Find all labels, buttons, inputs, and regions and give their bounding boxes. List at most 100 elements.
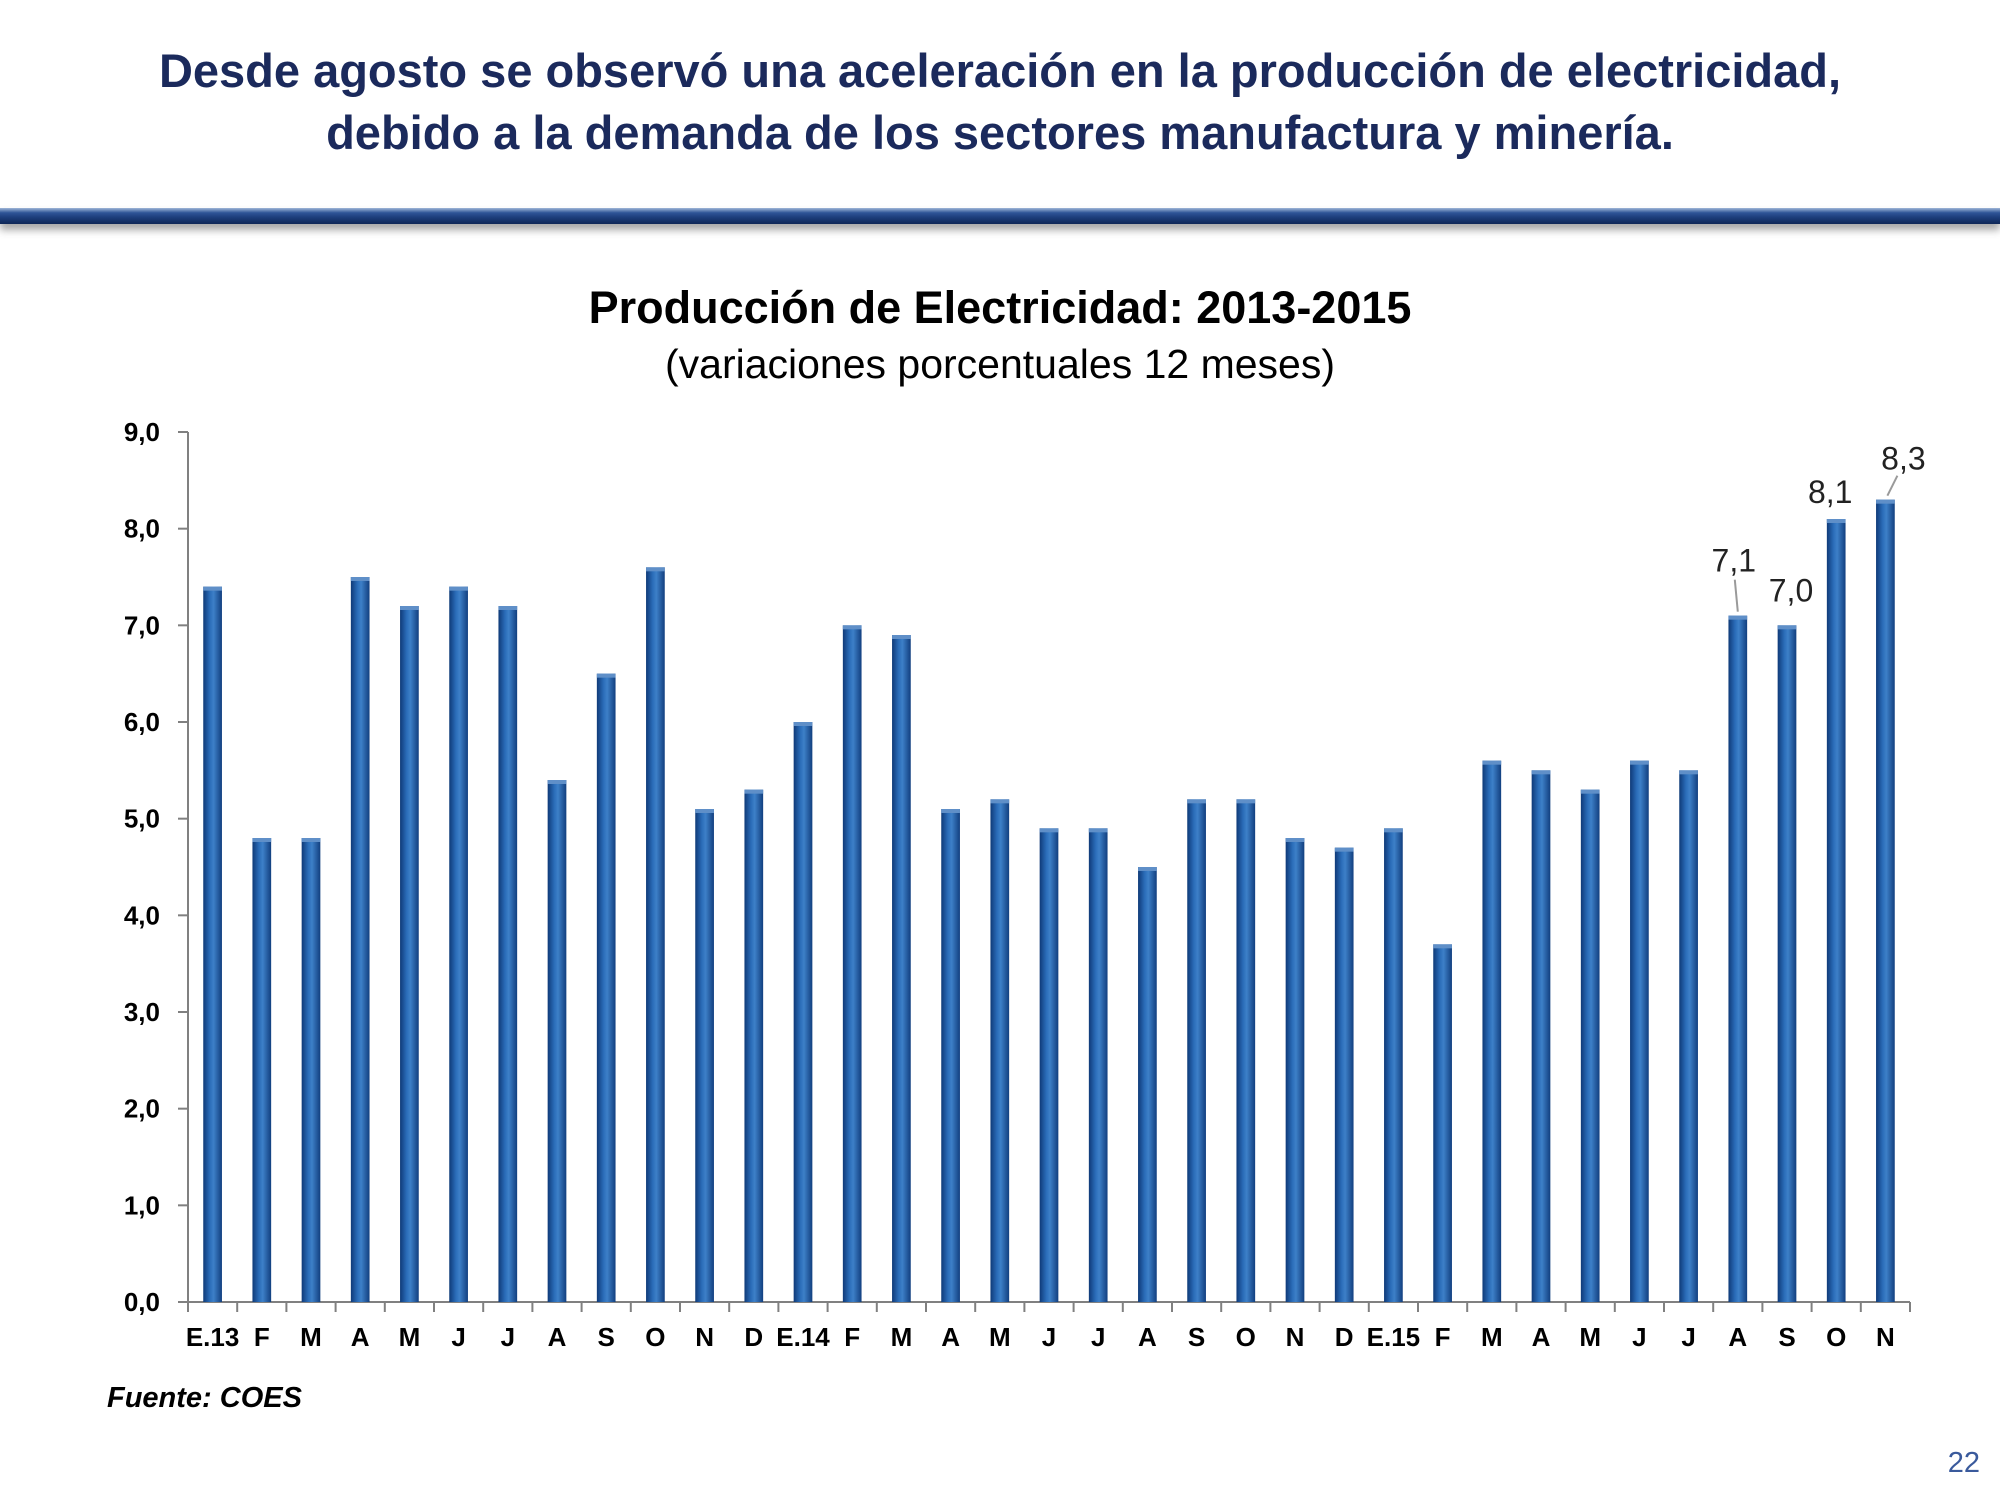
bar-cap [793,722,813,726]
headline-line-1: Desde agosto se observó una aceleración … [158,44,1842,97]
bar-cap [1187,799,1206,804]
y-tick-label: 6,0 [124,707,160,737]
x-tick-label: E.14 [776,1322,830,1352]
header-divider [0,208,2000,224]
data-label: 8,1 [1808,474,1852,510]
y-tick-label: 2,0 [124,1094,160,1124]
bar-cap [1334,847,1354,852]
bar [596,673,616,1302]
bar [252,838,272,1302]
bar [1039,828,1059,1302]
leader-line [1733,579,1739,612]
page-number: 22 [1947,1447,1980,1479]
y-tick-label: 0,0 [124,1287,160,1317]
x-tick-label: M [399,1322,421,1352]
x-tick-label: J [1042,1322,1056,1352]
bar-cap [547,780,567,784]
bar-cap [301,838,321,842]
y-tick-label: 8,0 [124,514,160,544]
bar-cap [1236,799,1256,804]
x-tick-label: D [1335,1322,1354,1352]
bar [400,606,419,1302]
y-tick-label: 7,0 [124,610,160,640]
y-tick-label: 1,0 [124,1190,160,1220]
bar-cap [941,809,960,813]
bar [1384,828,1403,1302]
y-tick-label: 4,0 [124,900,160,930]
chart-title: Producción de Electricidad: 2013-2015 [588,282,1412,333]
bar-cap [990,799,1010,804]
y-axis: 0,0 1,0 2,0 3,0 4,0 5,0 6,0 7,0 8,0 9,0 [124,417,189,1317]
data-label: 7,1 [1712,543,1756,579]
x-tick-label: S [598,1322,615,1352]
x-tick-label: E.13 [186,1322,240,1352]
source-note: Fuente: COES [107,1382,302,1414]
bar-cap [1679,770,1698,775]
x-tick-label: M [989,1322,1011,1352]
bar [1088,828,1108,1302]
x-tick-label: J [1632,1322,1646,1352]
bar [1876,499,1895,1303]
x-tick-label: A [1138,1322,1157,1352]
bar-cap [1138,867,1157,871]
bar [892,635,911,1302]
bar [203,586,222,1302]
x-tick-label: J [451,1322,465,1352]
bar [1728,615,1748,1302]
bar-cap [596,673,616,678]
bar [301,838,321,1302]
bar-cap [1876,499,1895,504]
bar-cap [400,606,419,610]
y-tick-label: 5,0 [124,804,160,834]
bar-cap [350,577,370,581]
x-tick-label: E.15 [1367,1322,1421,1352]
bar-cap [203,586,222,591]
bar-cap [1039,828,1059,833]
x-tick-label: A [351,1322,370,1352]
bar [498,606,518,1302]
bar-cap [695,809,714,813]
bar-cap [1531,770,1551,775]
bar [1580,789,1600,1302]
x-tick-label: O [645,1322,665,1352]
x-tick-label: D [744,1322,763,1352]
bar [1630,760,1649,1302]
x-tick-label: J [501,1322,515,1352]
x-tick-label: F [254,1322,270,1352]
y-tick-label: 3,0 [124,997,160,1027]
bar-cap [252,838,272,842]
slide-headline: Desde agosto se observó una aceleración … [60,40,1940,164]
data-labels: 7,1 7,0 8,1 8,3 [1712,441,1926,612]
bar [350,577,370,1302]
x-tick-label: A [941,1322,960,1352]
bar-cap [498,606,518,610]
bar-cap [1826,519,1846,523]
bar-cap [892,635,911,639]
bar-cap [646,567,665,572]
bar-cap [1384,828,1403,833]
bar-cap [744,789,764,794]
x-tick-label: F [1435,1322,1451,1352]
x-tick-label: M [300,1322,322,1352]
bar [744,789,764,1302]
bar [646,567,665,1302]
x-tick-label: N [1876,1322,1895,1352]
bar [1531,770,1551,1302]
bar [1334,847,1354,1302]
bar-cap [1088,828,1108,833]
x-tick-label: S [1188,1322,1205,1352]
bar [793,722,813,1302]
x-tick-label: M [1579,1322,1601,1352]
data-label: 7,0 [1769,572,1813,608]
x-tick-label: A [1728,1322,1747,1352]
bar [1482,760,1502,1302]
bar [1777,625,1797,1302]
bar [547,780,567,1302]
x-tick-label: A [1532,1322,1551,1352]
bar-cap [1433,944,1452,949]
x-tick-label: M [1481,1322,1503,1352]
bar-cap [1580,789,1600,794]
x-tick-label: N [1286,1322,1305,1352]
